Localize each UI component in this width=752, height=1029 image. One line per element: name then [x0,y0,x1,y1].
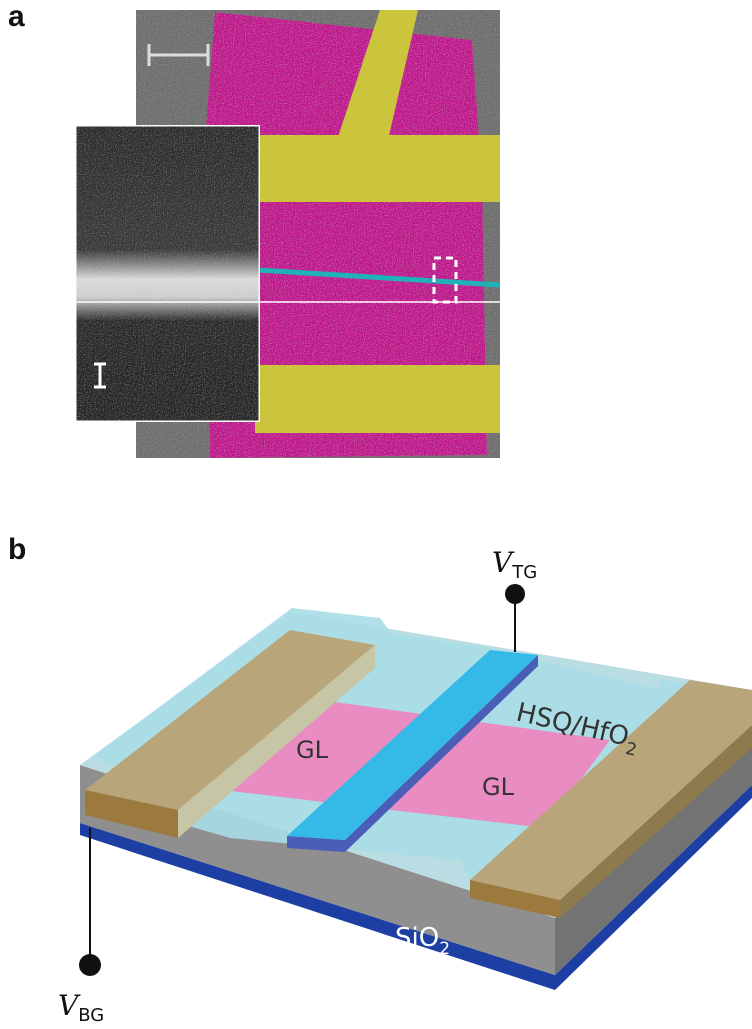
contact-left-side [85,790,178,838]
contact-right-top [470,680,752,900]
oxide-label-sub: 2 [439,939,450,959]
sem-micrograph [136,10,500,458]
top-gate-voltage-sub: TG [511,562,537,583]
back-gate-terminal [79,954,101,976]
oxide-label-main: SiO [395,923,439,953]
scale-bar-inset [94,362,106,389]
sem-inset [73,123,500,424]
contact-left-top [85,630,375,810]
top-gate-top [287,650,538,840]
top-gate-voltage-label: VTG [492,546,537,583]
oxide-label: SiO2 [395,923,450,959]
top-gate-strip [257,267,500,288]
contact-left-end [178,645,375,838]
dielectric-label-sub: 2 [624,739,639,761]
back-gate-voltage-label: VBG [58,989,104,1026]
contact-upper [255,135,500,202]
contact-lower [255,365,500,433]
top-gate-terminal [505,584,525,604]
device-schematic [79,584,752,990]
panel-a-label: a [8,0,25,33]
back-gate-voltage-sub: BG [78,1005,104,1026]
scale-bar-main [147,44,210,66]
contact-right-front [560,725,752,918]
contact-right-side [470,880,560,918]
panel-b-label: b [8,533,27,566]
back-gate-voltage-main: V [58,989,81,1022]
graphene-flake [205,12,487,458]
graphene-label-right: GL [482,773,515,801]
gate-lead-diagonal [337,10,418,140]
top-gate-voltage-main: V [492,546,515,579]
sio2-right-face [555,735,752,975]
graphene-label-left: GL [296,736,329,764]
